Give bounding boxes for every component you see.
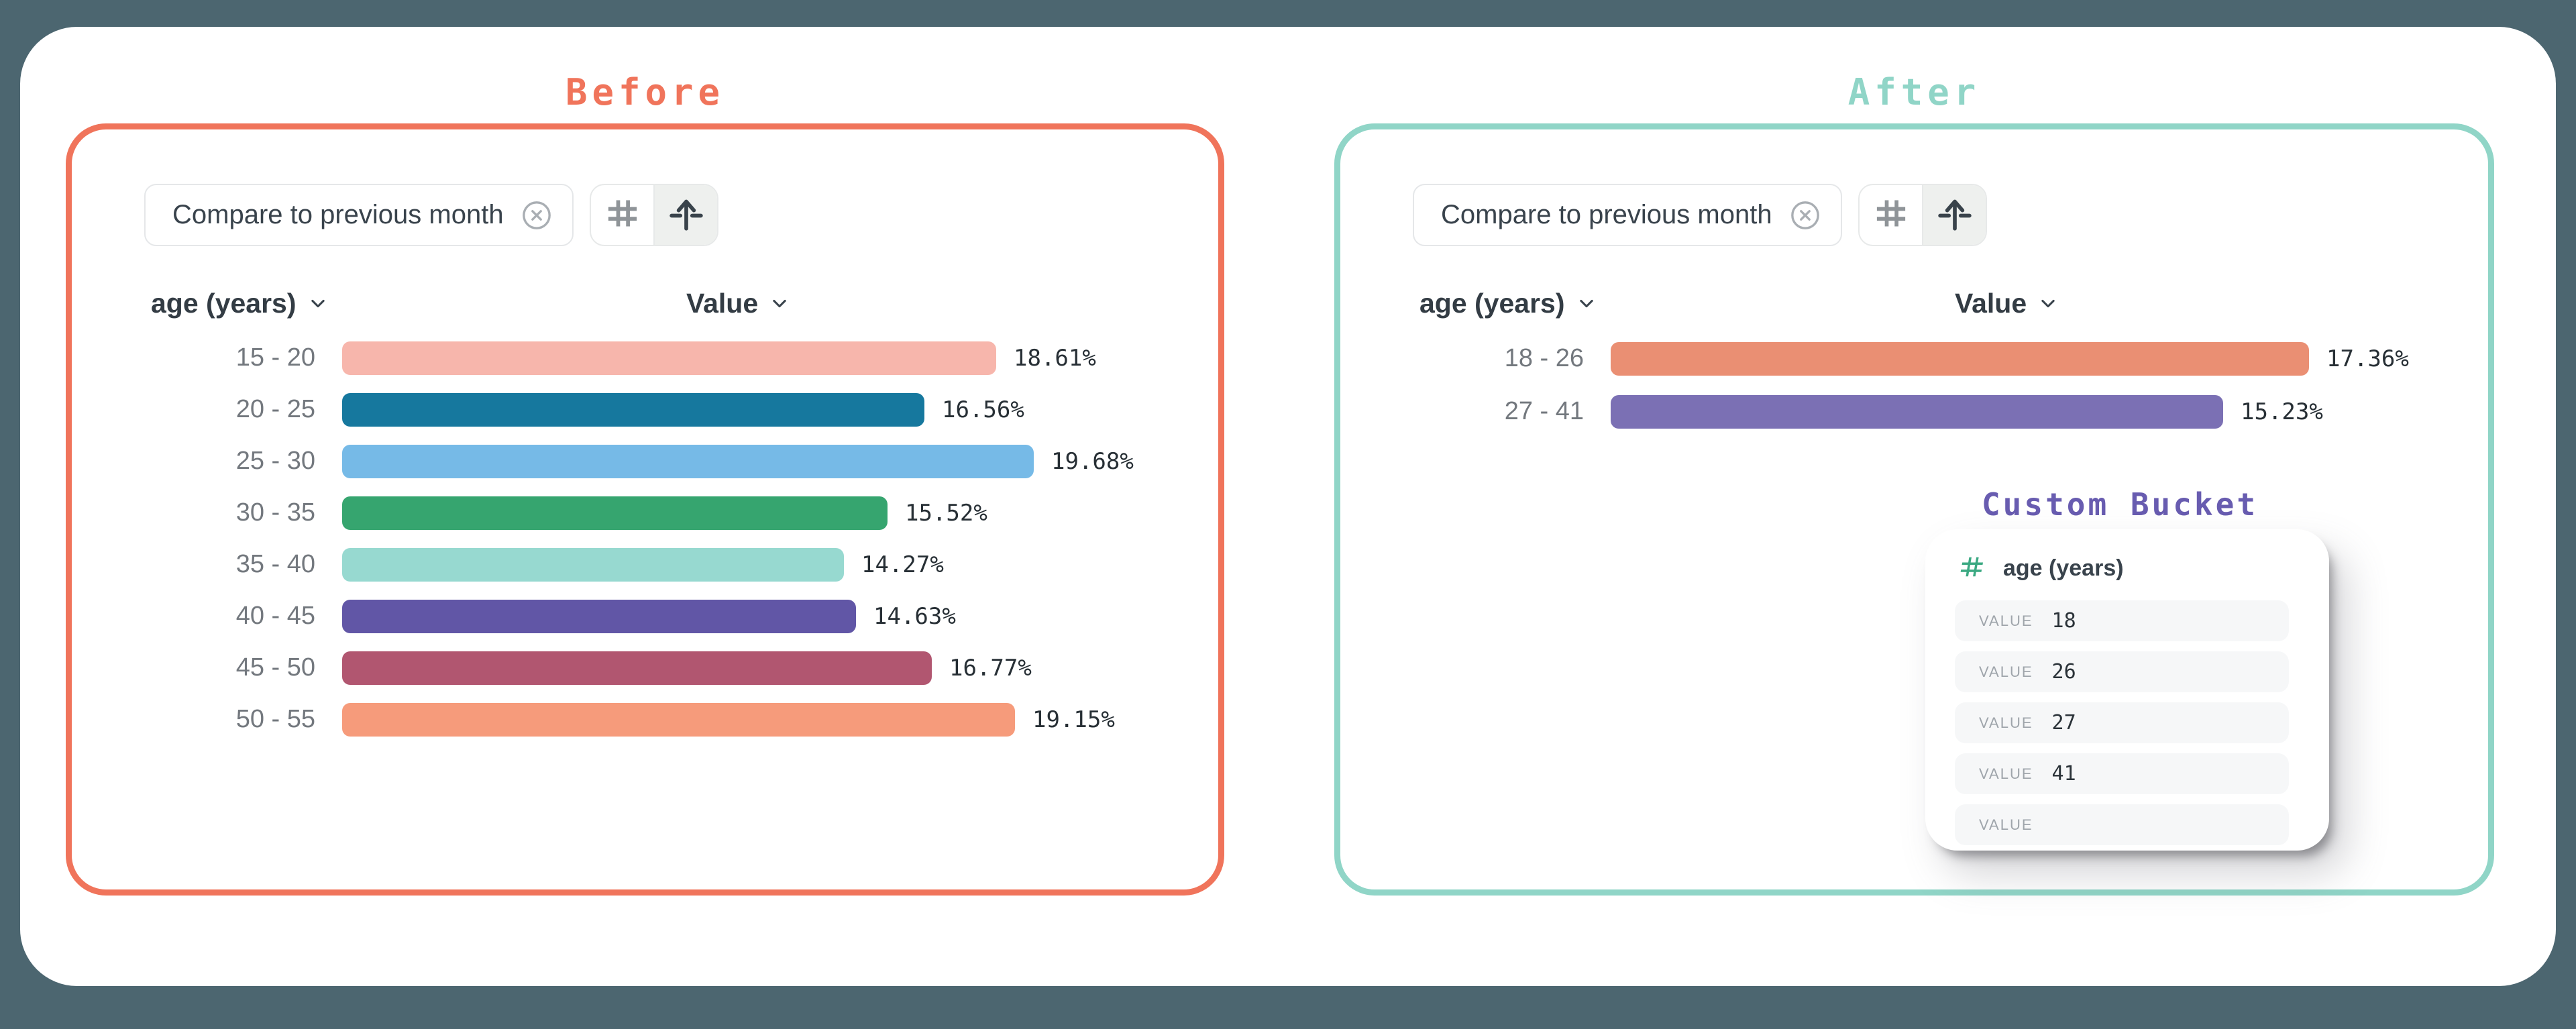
bar[interactable] [342, 496, 888, 530]
after-panel: Compare to previous month [1334, 123, 2494, 896]
bar-value-label: 18.61% [1014, 344, 1096, 372]
value-column-header[interactable]: Value [686, 288, 789, 319]
chart-row: 45 - 50 16.77% [72, 642, 1205, 694]
value-column-label: Value [1955, 288, 2027, 319]
value-field-value: 27 [2051, 711, 2076, 735]
bar[interactable] [342, 651, 932, 685]
chart-row: 20 - 25 16.56% [72, 384, 1205, 435]
bucket-fields-list: VALUE 18 VALUE 26 VALUE 27 VALUE 41 VALUE [1955, 600, 2289, 845]
value-field-label: VALUE [1979, 765, 2033, 782]
filter-chip-label: Compare to previous month [172, 200, 504, 229]
chart-row: 40 - 45 14.63% [72, 590, 1205, 642]
custom-bucket-card: age (years) VALUE 18 VALUE 26 VALUE 27 VALUE 41… [1925, 529, 2329, 851]
row-category-label: 30 - 35 [235, 498, 315, 527]
after-bar-chart: 18 - 26 17.36% 27 - 41 15.23% [1340, 332, 2475, 438]
value-input[interactable]: VALUE 27 [1955, 702, 2289, 743]
bar-value-label: 15.52% [905, 499, 987, 527]
hash-icon [1874, 196, 1909, 234]
row-category-label: 15 - 20 [235, 343, 315, 372]
numeric-view-button[interactable] [1860, 185, 1922, 245]
chart-row: 35 - 40 14.27% [72, 539, 1205, 590]
value-column-label: Value [686, 288, 759, 319]
row-category-label: 25 - 30 [235, 447, 315, 475]
bar-value-label: 19.15% [1032, 706, 1115, 733]
filter-chip-label: Compare to previous month [1441, 200, 1772, 229]
filter-chip[interactable]: Compare to previous month [144, 184, 574, 246]
row-category-label: 20 - 25 [235, 395, 315, 423]
value-column-header[interactable]: Value [1955, 288, 2057, 319]
numeric-view-button[interactable] [591, 185, 653, 245]
row-category-label: 50 - 55 [235, 705, 315, 733]
arrow-up-axis-icon [667, 195, 705, 235]
arrow-up-axis-icon [1936, 195, 1974, 235]
category-column-label: age (years) [151, 288, 297, 319]
chart-row: 50 - 55 19.15% [72, 694, 1205, 745]
bucket-column-label: age (years) [2003, 555, 2124, 581]
chart-row: 25 - 30 19.68% [72, 435, 1205, 487]
chart-row: 27 - 41 15.23% [1340, 385, 2475, 438]
chart-row: 15 - 20 18.61% [72, 332, 1205, 384]
after-title: After [1847, 71, 1981, 113]
value-input[interactable]: VALUE 18 [1955, 600, 2289, 641]
bar-value-label: 17.36% [2326, 345, 2409, 372]
bar-value-label: 14.63% [873, 602, 956, 630]
circle-x-icon[interactable] [521, 200, 552, 231]
bar-value-label: 16.77% [949, 654, 1032, 682]
bar[interactable] [342, 599, 856, 633]
bar[interactable] [1611, 341, 2309, 376]
hash-icon [605, 196, 640, 234]
value-field-label: VALUE [1979, 714, 2033, 731]
bar-value-label: 15.23% [2241, 398, 2323, 425]
bar[interactable] [1611, 394, 2223, 429]
category-column-header[interactable]: age (years) [151, 288, 327, 319]
row-category-label: 35 - 40 [235, 550, 315, 578]
filter-chip[interactable]: Compare to previous month [1413, 184, 1842, 246]
value-field-label: VALUE [1979, 816, 2033, 833]
view-toolbar [590, 184, 718, 246]
category-column-label: age (years) [1419, 288, 1565, 319]
bar[interactable] [342, 392, 924, 427]
main-card: Before After Compare to previous month [20, 27, 2556, 986]
value-field-value: 41 [2051, 762, 2076, 786]
view-toolbar [1858, 184, 1987, 246]
chevron-down-icon [309, 288, 327, 319]
custom-bucket-title: Custom Bucket [1981, 486, 2259, 523]
chart-row: 18 - 26 17.36% [1340, 332, 2475, 385]
bar[interactable] [342, 444, 1034, 478]
bar[interactable] [342, 341, 996, 375]
value-input[interactable]: VALUE [1955, 804, 2289, 845]
row-category-label: 18 - 26 [1504, 344, 1584, 372]
chevron-down-icon [770, 288, 789, 319]
bar-value-label: 19.68% [1051, 447, 1134, 475]
row-category-label: 45 - 50 [235, 653, 315, 682]
bar[interactable] [342, 547, 844, 582]
value-field-value: 18 [2051, 609, 2076, 633]
chevron-down-icon [1577, 288, 1596, 319]
value-input[interactable]: VALUE 26 [1955, 651, 2289, 692]
circle-x-icon[interactable] [1790, 200, 1821, 231]
value-input[interactable]: VALUE 41 [1955, 753, 2289, 794]
category-column-header[interactable]: age (years) [1419, 288, 1596, 319]
hash-icon [1956, 554, 1987, 583]
before-panel: Compare to previous month [66, 123, 1224, 896]
chevron-down-icon [2039, 288, 2057, 319]
bar[interactable] [342, 702, 1015, 737]
axis-view-button[interactable] [653, 185, 717, 245]
value-field-label: VALUE [1979, 663, 2033, 680]
bar-value-label: 14.27% [861, 551, 944, 578]
before-title: Before [565, 71, 725, 113]
chart-row: 30 - 35 15.52% [72, 487, 1205, 539]
before-bar-chart: 15 - 20 18.61% 20 - 25 16.56% 25 - 30 19.68% 3… [72, 332, 1205, 745]
axis-view-button[interactable] [1922, 185, 1986, 245]
row-category-label: 27 - 41 [1504, 397, 1584, 425]
bar-value-label: 16.56% [942, 396, 1024, 423]
value-field-value: 26 [2051, 660, 2076, 684]
value-field-label: VALUE [1979, 612, 2033, 629]
row-category-label: 40 - 45 [235, 602, 315, 630]
